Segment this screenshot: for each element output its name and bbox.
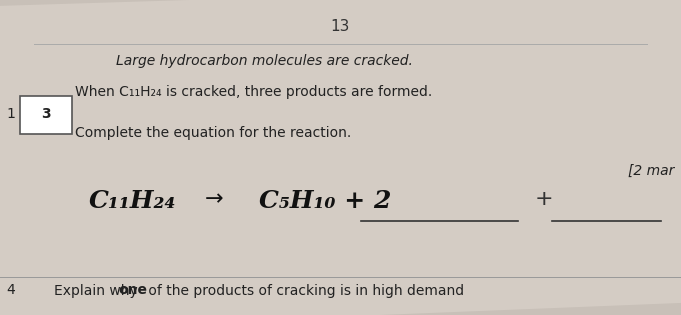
Text: Explain why: Explain why	[54, 284, 142, 297]
FancyBboxPatch shape	[20, 96, 72, 134]
Text: 4: 4	[7, 284, 16, 297]
Text: +: +	[535, 189, 553, 209]
Text: 3: 3	[41, 107, 50, 121]
Text: of the products of cracking is in high demand: of the products of cracking is in high d…	[144, 284, 464, 297]
Text: Large hydrocarbon molecules are cracked.: Large hydrocarbon molecules are cracked.	[116, 54, 413, 67]
Text: Complete the equation for the reaction.: Complete the equation for the reaction.	[75, 126, 351, 140]
Text: C₁₁H₂₄: C₁₁H₂₄	[89, 189, 176, 213]
Text: one: one	[118, 284, 148, 297]
Text: 13: 13	[331, 19, 350, 34]
Text: →: →	[204, 189, 223, 209]
Text: [2 mar: [2 mar	[628, 164, 674, 178]
Text: 1: 1	[7, 107, 16, 121]
Text: C₅H₁₀ + 2: C₅H₁₀ + 2	[259, 189, 391, 213]
Text: When C₁₁H₂₄ is cracked, three products are formed.: When C₁₁H₂₄ is cracked, three products a…	[75, 85, 432, 99]
